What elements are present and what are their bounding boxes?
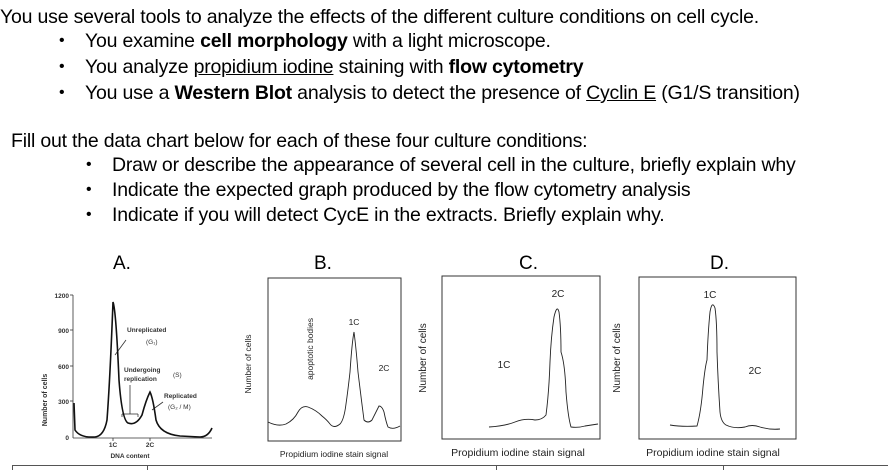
table-column-divider	[723, 465, 724, 470]
histogram-curve	[488, 308, 599, 428]
x-axis-label: Propidium iodine stain signal	[451, 447, 585, 459]
annotation-2c: 2C	[749, 366, 762, 377]
bold-term: cell morphology	[200, 30, 348, 52]
annotation-undergoing: Undergoing	[124, 367, 160, 374]
instruction-bullet: Indicate the expected graph produced by …	[112, 179, 691, 201]
annotation-replicated: Replicated	[164, 393, 197, 400]
plot-frame	[267, 277, 402, 442]
y-tick-label: 1200	[55, 293, 70, 300]
y-tick-label: 300	[58, 399, 69, 406]
x-tick-label: 2C	[146, 442, 155, 449]
table-top-border	[12, 465, 888, 466]
instruction-bullet: Indicate if you will detect CycE in the …	[112, 204, 665, 226]
bullet-text: staining with	[333, 56, 449, 78]
intro-bullet-flow: You analyze propidium iodine staining wi…	[85, 56, 584, 78]
histogram-curve	[73, 301, 213, 438]
table-column-divider	[496, 465, 497, 470]
bullet-text: You examine	[85, 30, 201, 52]
instruction-bullet: Draw or describe the appearance of sever…	[112, 154, 796, 176]
bold-term: flow cytometry	[448, 56, 584, 78]
chart-a-cell-cycle-histogram: Number of cells 1200 900 600 300 0 1C 2C…	[42, 293, 213, 460]
annotation-apoptotic-bodies: apoptotic bodies	[305, 318, 315, 380]
annotation-unreplicated: Unreplicated	[127, 327, 166, 334]
annotation-1c: 1C	[349, 317, 360, 327]
annotation-g2m: (G₂ / M)	[168, 404, 191, 411]
intro-text: You use several tools to analyze the eff…	[0, 6, 759, 28]
annotation-2c: 2C	[379, 363, 390, 373]
panel-label-b: B.	[314, 253, 332, 274]
table-column-divider	[12, 465, 13, 470]
intro-bullet-western: You use a Western Blot analysis to detec…	[85, 82, 800, 104]
bullet-text: analysis to detect the presence of	[291, 82, 587, 104]
y-tick-label: 0	[65, 435, 69, 442]
bullet-text: with a light microscope.	[347, 30, 551, 52]
intro-bullet-morphology: You examine cell morphology with a light…	[85, 30, 551, 52]
chart-b-flow-histogram: Number of cells apoptotic bodies 1C 2C P…	[243, 277, 402, 459]
x-tick-label: 1C	[109, 442, 118, 449]
bullet-text: You analyze	[85, 56, 194, 78]
bullet-text: (G1/S transition)	[656, 82, 800, 104]
annotation-s-phase: (S)	[173, 372, 182, 379]
y-tick-label: 900	[58, 328, 69, 335]
y-axis-label: Number of cells	[418, 323, 429, 392]
chart-d-flow-histogram: Number of cells 1C 2C Propidium iodine s…	[612, 276, 797, 459]
plot-frame	[638, 276, 797, 440]
bullet-icon: •	[59, 84, 65, 101]
bullet-text: You use a	[85, 82, 175, 104]
annotation-2c: 2C	[552, 289, 565, 300]
x-axis-label: Propidium iodine stain signal	[280, 449, 388, 459]
panel-label-c: C.	[519, 253, 538, 274]
underlined-term: propidium iodine	[193, 56, 334, 78]
y-axis-label: Number of cells	[42, 374, 49, 427]
annotation-g1: (G₁)	[146, 339, 158, 346]
instructions-text: Fill out the data chart below for each o…	[11, 130, 588, 152]
y-axis-label: Number of cells	[612, 323, 623, 392]
x-axis-label: DNA content	[110, 453, 150, 460]
bullet-icon: •	[86, 156, 92, 173]
histogram-curve	[267, 331, 401, 429]
panel-label-d: D.	[710, 253, 729, 274]
y-axis-label: Number of cells	[243, 334, 253, 393]
y-tick-label: 600	[58, 364, 69, 371]
underlined-term: Cyclin E	[586, 82, 657, 104]
annotation-replication: replication	[124, 376, 157, 383]
bold-term: Western Blot	[174, 82, 292, 104]
bullet-icon: •	[86, 181, 92, 198]
histogram-curve	[669, 304, 781, 430]
x-axis-label: Propidium iodine stain signal	[646, 447, 780, 459]
annotation-1c: 1C	[704, 290, 717, 301]
bullet-icon: •	[59, 58, 65, 75]
bullet-icon: •	[59, 32, 65, 49]
chart-c-flow-histogram: Number of cells 1C 2C Propidium iodine s…	[418, 275, 601, 459]
panel-label-a: A.	[113, 253, 131, 274]
annotation-1c: 1C	[498, 360, 511, 371]
table-column-divider	[147, 465, 148, 470]
plot-frame	[441, 275, 601, 440]
bullet-icon: •	[86, 206, 92, 223]
